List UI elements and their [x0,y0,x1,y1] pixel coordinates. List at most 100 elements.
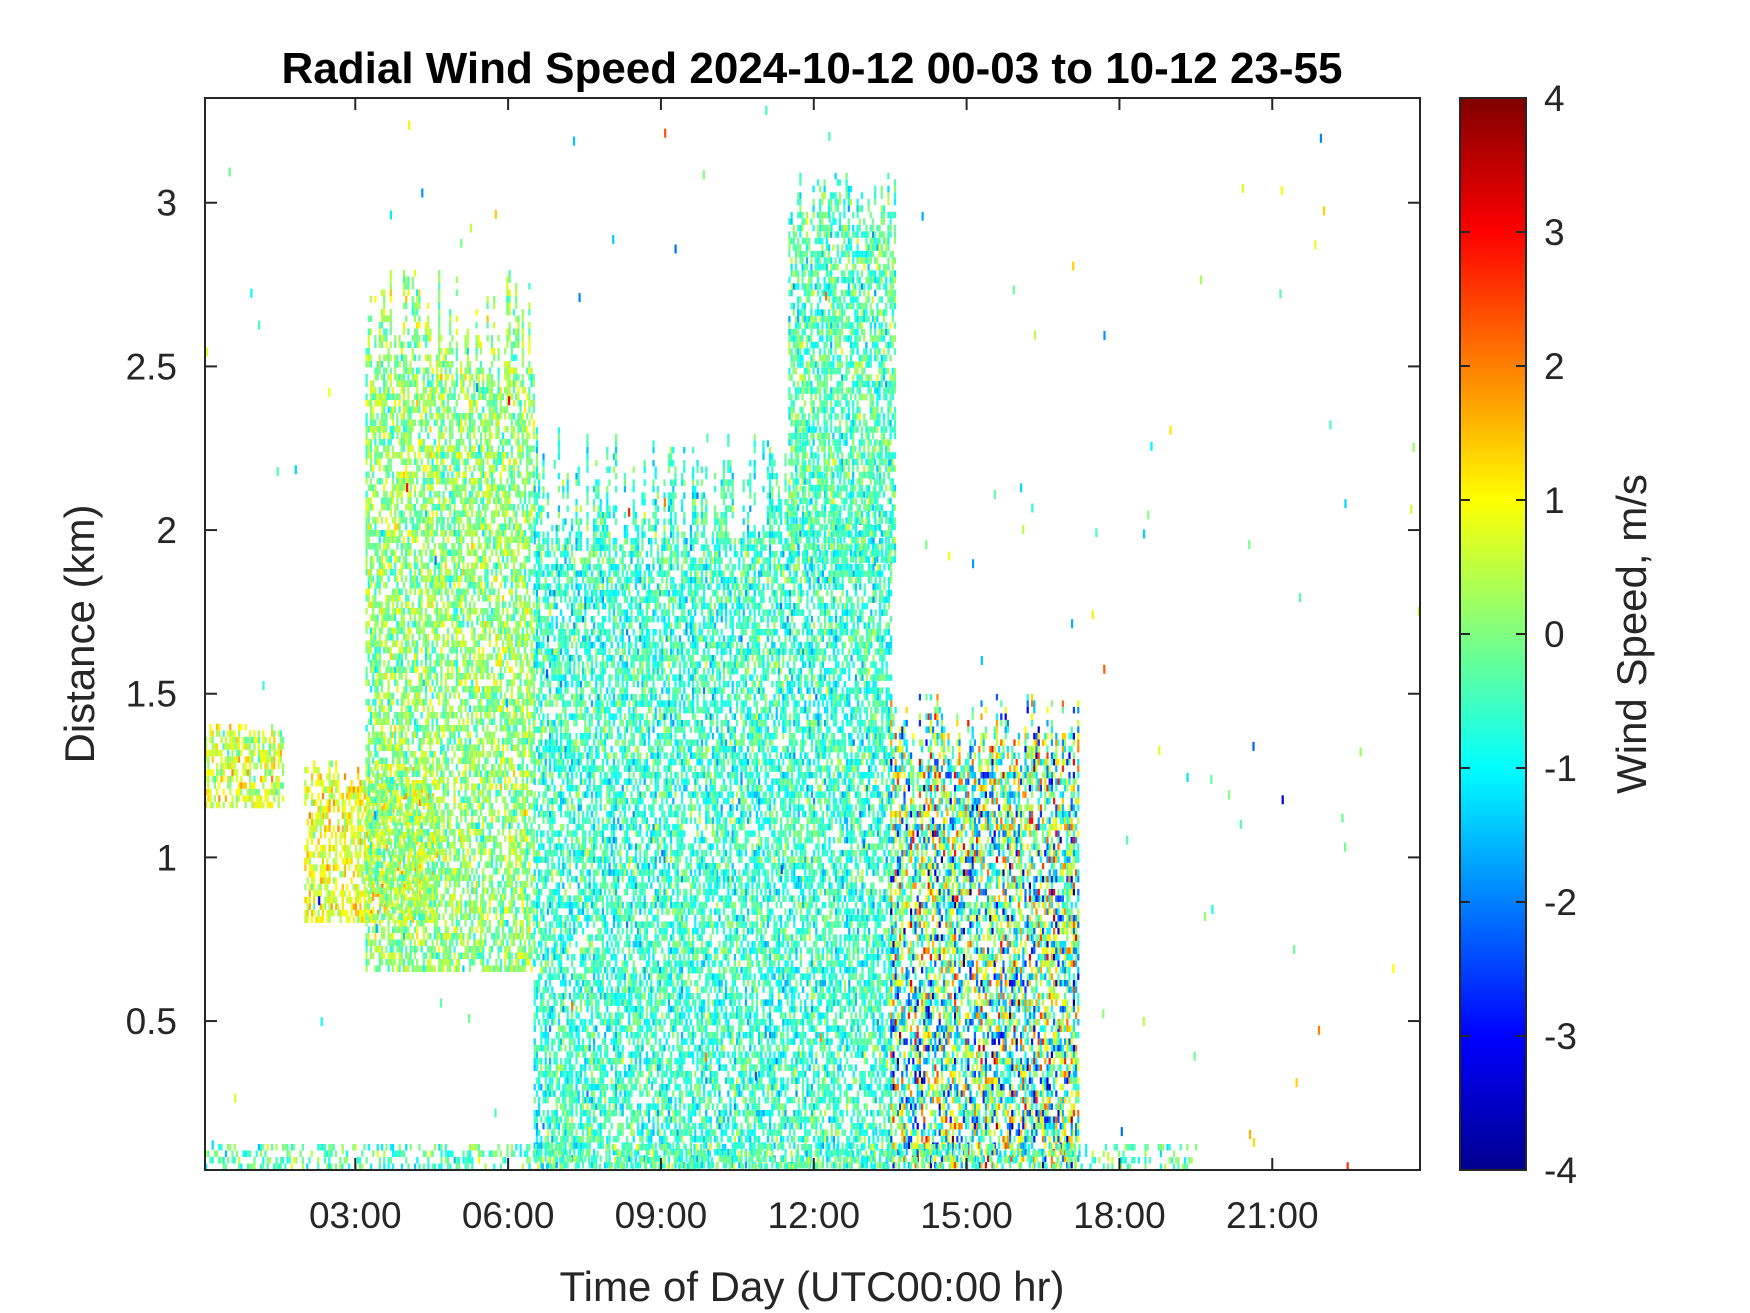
heatmap-cell [367,595,370,602]
heatmap-cell [370,896,373,904]
heatmap-cell [413,569,417,576]
heatmap-cell [499,523,502,530]
heatmap-cell [477,452,480,459]
heatmap-cell [341,805,344,813]
heatmap-cell [429,517,432,524]
heatmap-cell [486,458,489,465]
heatmap-cell [464,770,467,777]
heatmap-cell [414,786,417,793]
heatmap-cell [317,838,320,845]
heatmap-cell [380,439,384,446]
heatmap-cell [354,903,358,910]
heatmap-cell [460,829,463,836]
heatmap-cell [499,627,502,634]
heatmap-cell [438,926,441,933]
heatmap-cell [464,491,467,498]
heatmap-cell [372,413,375,420]
heatmap-cell [389,829,392,836]
heatmap-cell [407,419,410,426]
heatmap-cell [383,582,386,589]
heatmap-cell [479,913,483,920]
heatmap-cell [484,835,487,842]
heatmap-cell [405,816,408,823]
heatmap-cell [418,608,421,615]
heatmap-cell [372,712,375,719]
heatmap-cell [368,805,371,813]
heatmap-cell [420,530,423,537]
heatmap-cell [418,634,421,641]
heatmap-cell [497,673,500,680]
heatmap-cell [422,887,425,894]
heatmap-cell [424,426,428,433]
heatmap-cell [464,679,467,686]
heatmap-cell [402,926,406,933]
heatmap-cell [266,762,269,770]
heatmap-cell [449,426,452,433]
heatmap-cell [413,458,417,465]
heatmap-cell [446,809,450,816]
heatmap-cell [313,760,316,767]
heatmap-cell [495,699,498,706]
heatmap-cell [218,769,221,776]
heatmap-cell [416,926,419,933]
heatmap-cell [418,432,421,439]
heatmap-cell [484,692,487,699]
heatmap-cell [473,588,476,595]
heatmap-cell [376,530,379,537]
heatmap-cell [429,413,432,420]
heatmap-cell [453,835,456,842]
heatmap-cell [424,406,428,413]
heatmap-cell [484,770,487,777]
heatmap-cell [367,601,370,608]
heatmap-cell [451,757,454,764]
heatmap-cell [440,965,443,972]
heatmap-cell [482,445,485,452]
heatmap-cell [471,608,474,615]
heatmap-cell [376,575,379,582]
heatmap-cell [389,913,392,920]
heatmap-cell [231,801,234,809]
heatmap-cell [385,315,388,322]
heatmap-cell [451,491,454,498]
heatmap-cell [387,523,390,530]
heatmap-cell [464,952,467,959]
heatmap-cell [405,302,408,309]
heatmap-cell [427,894,430,901]
heatmap-cell [383,894,386,901]
heatmap-cell [475,562,478,569]
heatmap-cell [374,341,377,348]
heatmap-cell [413,725,417,732]
heatmap-cell [420,751,423,758]
heatmap-cell [466,829,469,836]
heatmap-cell [460,640,463,647]
heatmap-cell [473,549,476,556]
heatmap-cell [367,543,370,550]
heatmap-cell [471,504,474,511]
heatmap-cell [376,913,379,920]
heatmap-cell [313,909,316,917]
heatmap-cell [378,666,381,673]
heatmap-cell [383,614,386,621]
heatmap-cell [488,367,491,374]
heatmap-cell [484,660,487,667]
heatmap-cell [453,601,456,608]
heatmap-cell [380,718,384,725]
heatmap-cell [319,903,322,910]
heatmap-cell [455,588,458,595]
heatmap-cell [473,913,476,920]
heatmap-cell [464,510,467,517]
heatmap-cell [477,939,480,946]
heatmap-cell [367,816,370,823]
heatmap-cell [321,805,325,813]
heatmap-cell [431,831,435,839]
heatmap-cell [339,909,342,917]
heatmap-cell [504,816,507,823]
heatmap-cell [369,822,373,829]
heatmap-cell [479,900,483,907]
heatmap-cell [440,510,443,517]
heatmap-cell [376,718,379,725]
heatmap-cell [446,536,450,543]
heatmap-cell [319,812,322,819]
heatmap-cell [475,673,478,680]
heatmap-cell [504,718,507,725]
